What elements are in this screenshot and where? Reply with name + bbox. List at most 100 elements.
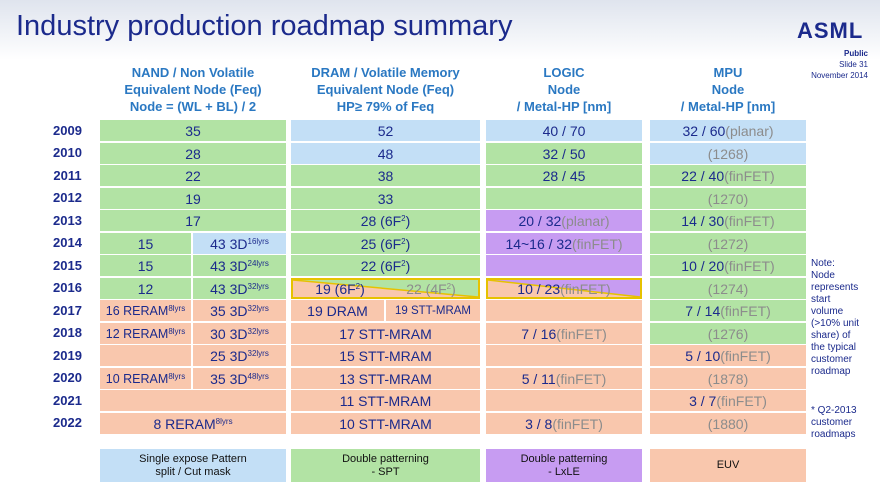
nand-planar-cell-2014: 15 <box>100 233 191 254</box>
nand-3d-value-2016: 43 3D <box>210 280 248 297</box>
dram-6f-exp-2016: 2 <box>355 281 361 291</box>
roadmap-note: Note: Node represents start volume (>10%… <box>811 258 859 378</box>
logic-type-2014: (finFET) <box>572 235 623 252</box>
dram-cell-2013: 28 (6F 2) <box>291 210 480 231</box>
logic-label-2016: 10 / 23 (finFET) <box>486 278 642 299</box>
mpu-cell-2015: 10 / 20 (finFET) <box>650 255 806 276</box>
dram-cell-2009: 52 <box>291 120 480 141</box>
dram-cell-2019: 15 STT-MRAM <box>291 345 480 366</box>
mpu-cell-2013: 14 / 30 (finFET) <box>650 210 806 231</box>
logic-cell-2009: 40 / 70 <box>486 120 642 141</box>
logic-node-2022: 3 / 8 <box>525 415 553 432</box>
nand-header-line-2: Equivalent Node (Feq) <box>124 82 262 97</box>
logic-cell-2010: 32 / 50 <box>486 143 642 164</box>
dram-6f-value-2016: 19 (6F <box>315 280 356 297</box>
nand-3d-layers-2017: 32lyrs <box>247 303 269 313</box>
logic-column-header: LOGIC Node / Metal-HP [nm] <box>486 64 642 116</box>
logic-node-2020: 5 / 11 <box>521 370 556 387</box>
dram-cell-2017-dram: 19 DRAM <box>291 300 384 321</box>
nand-header-line-3: Node = (WL + BL) / 2 <box>129 99 257 114</box>
note-line: represents <box>811 282 859 293</box>
logic-cell-2019 <box>486 345 642 366</box>
dram-cell-2017-mram: 19 STT-MRAM <box>386 300 480 321</box>
nand-3d-value-2019: 25 3D <box>210 347 248 364</box>
mpu-cell-2020: (1878) <box>650 368 806 389</box>
mpu-type-2011: (finFET) <box>724 167 775 184</box>
nand-cell-2013: 17 <box>100 210 286 231</box>
mpu-node-2013: 14 / 30 <box>681 212 725 229</box>
nand-3d-layers-2018: 32lyrs <box>247 326 269 336</box>
nand-cell-2012: 19 <box>100 188 286 209</box>
dram-value-2015: 22 (6F <box>360 257 402 274</box>
year-2011: 2011 <box>53 168 82 183</box>
note-line: the typical <box>811 342 857 353</box>
nand-3d-cell-2018: 30 3D 32lyrs <box>193 323 286 344</box>
nand-3d-cell-2017: 35 3D 32lyrs <box>193 300 286 321</box>
dram-cell-2014: 25 (6F 2) <box>291 233 480 254</box>
mpu-cell-2019: 5 / 10 (finFET) <box>650 345 806 366</box>
mpu-cell-2014: (1272) <box>650 233 806 254</box>
nand-column-header: NAND / Non Volatile Equivalent Node (Feq… <box>100 64 286 116</box>
logic-type-2022: (finFET) <box>552 415 603 432</box>
mpu-cell-2022: (1880) <box>650 413 806 434</box>
mpu-cell-2017: 7 / 14 (finFET) <box>650 300 806 321</box>
dram-4f-close-2016: ) <box>451 280 456 297</box>
mpu-cell-2016: (1274) <box>650 278 806 299</box>
dram-4f-value-2016: 22 (4F <box>406 280 447 297</box>
nand-reram-layers-2020: 8lyrs <box>168 371 186 381</box>
logic-cell-2012 <box>486 188 642 209</box>
year-2022: 2022 <box>53 415 82 430</box>
nand-empty-cell-2019 <box>100 345 191 366</box>
logic-node-2013: 20 / 32 <box>518 212 562 229</box>
mpu-type-2009: (planar) <box>725 122 774 139</box>
year-2021: 2021 <box>53 393 82 408</box>
note-line: volume <box>811 306 844 317</box>
nand-legend-line-2: split / Cut mask <box>155 465 231 478</box>
mpu-node-2009: 32 / 60 <box>682 122 726 139</box>
note-line: roadmap <box>811 366 851 377</box>
nand-reram-cell-2017: 16 RERAM 8lyrs <box>100 300 191 321</box>
logic-cell-2011: 28 / 45 <box>486 165 642 186</box>
mpu-cell-2018: (1276) <box>650 323 806 344</box>
dram-cell-2012: 33 <box>291 188 480 209</box>
mpu-cell-2012: (1270) <box>650 188 806 209</box>
mpu-legend-line-1: EUV <box>716 459 740 471</box>
dram-cell-2011: 38 <box>291 165 480 186</box>
year-2017: 2017 <box>53 303 82 318</box>
logic-legend-line-1: Double patterning <box>520 452 608 465</box>
logic-cell-2015 <box>486 255 642 276</box>
logic-cell-2022: 3 / 8 (finFET) <box>486 413 642 434</box>
nand-3d-cell-2014: 43 3D 16lyrs <box>193 233 286 254</box>
mpu-cell-2021: 3 / 7 (finFET) <box>650 390 806 411</box>
year-2019: 2019 <box>53 348 82 363</box>
dram-legend-line-1: Double patterning <box>342 452 429 465</box>
nand-3d-layers-2016: 32lyrs <box>247 281 269 291</box>
nand-cell-2022: 8 RERAM 8lyrs <box>100 413 286 434</box>
mpu-header-line-2: Node <box>711 82 745 97</box>
mpu-type-2015: (finFET) <box>724 257 775 274</box>
dram-value-2013: 28 (6F <box>360 212 402 229</box>
mpu-type-2013: (finFET) <box>724 212 775 229</box>
logic-cell-2021 <box>486 390 642 411</box>
mpu-node-2019: 5 / 10 <box>685 347 721 364</box>
logic-cell-2018: 7 / 16 (finFET) <box>486 323 642 344</box>
note-line: start <box>811 294 831 305</box>
nand-layers-2022: 8lyrs <box>215 416 233 426</box>
mpu-node-2015: 10 / 20 <box>681 257 725 274</box>
nand-reram-layers-2018: 8lyrs <box>168 326 186 336</box>
dram-legend-line-2: - SPT <box>371 465 400 478</box>
nand-3d-cell-2019: 25 3D 32lyrs <box>193 345 286 366</box>
dram-cell-2022: 10 STT-MRAM <box>291 413 480 434</box>
year-2020: 2020 <box>53 370 82 385</box>
note-line: share) of <box>811 330 851 341</box>
slide-number: Slide 31 <box>839 60 868 69</box>
mpu-column-header: MPU Node / Metal-HP [nm] <box>650 64 806 116</box>
nand-3d-layers-2020: 48lyrs <box>247 371 269 381</box>
mpu-cell-2011: 22 / 40 (finFET) <box>650 165 806 186</box>
nand-cell-2009: 35 <box>100 120 286 141</box>
nand-3d-layers-2014: 16lyrs <box>247 236 269 246</box>
dram-4f-exp-2016: 2 <box>446 281 452 291</box>
nand-3d-value-2020: 35 3D <box>210 370 248 387</box>
nand-3d-cell-2020: 35 3D 48lyrs <box>193 368 286 389</box>
